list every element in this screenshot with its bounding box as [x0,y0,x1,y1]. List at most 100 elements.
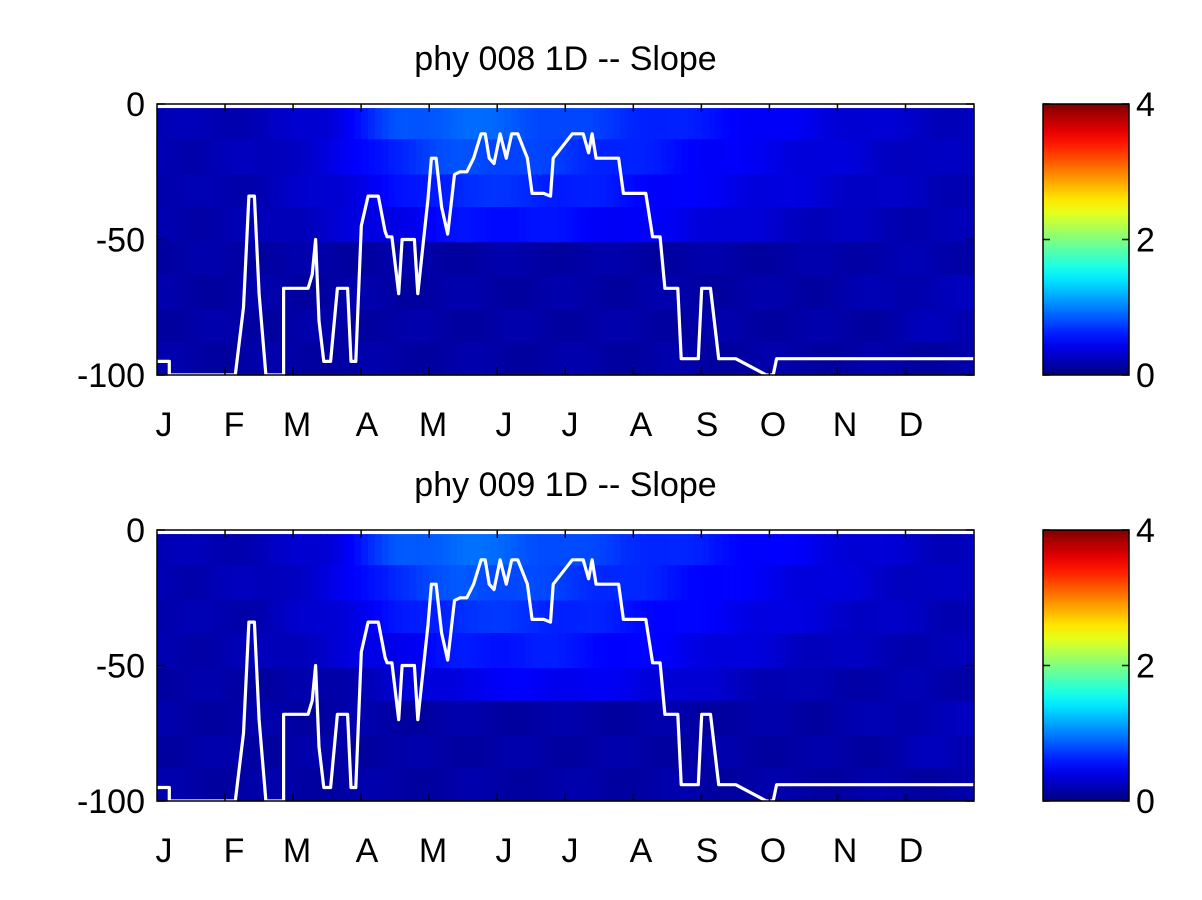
heatmap-cell [878,565,887,602]
heatmap-cell [252,565,260,602]
heatmap-cell [701,342,710,376]
heatmap-cell [313,174,321,208]
heatmap-cell [817,600,825,634]
heatmap-cell [585,206,594,243]
heatmap-cell [490,668,499,702]
heatmap-cell [436,768,444,802]
heatmap-cell [633,342,641,376]
heatmap-cell [592,242,601,276]
heatmap-cell [456,768,464,802]
heatmap-cell [511,174,519,208]
heatmap-cell [946,108,955,140]
heatmap-cell [197,534,206,566]
heatmap-cell [810,735,819,770]
heatmap-cell [395,632,403,669]
heatmap-cell [238,274,247,311]
heatmap-cell [905,565,914,602]
heatmap-cell [681,565,689,602]
heatmap-cell [265,534,274,566]
heatmap-cell [939,274,948,311]
heatmap-cell [946,565,955,602]
heatmap-cell [783,139,791,176]
heatmap-cell [531,309,539,344]
heatmap-cell [361,668,369,702]
heatmap-cell [803,632,812,669]
heatmap-cell [967,668,975,702]
heatmap-cell [926,735,934,770]
heatmap-cell [783,309,791,344]
heatmap-cell [667,700,676,737]
heatmap-cell [681,139,689,176]
heatmap-cell [899,632,907,669]
heatmap-cell [790,632,798,669]
heatmap-cell [395,174,403,208]
heatmap-cell [667,534,676,566]
heatmap-cell [456,534,464,566]
heatmap-cell [912,534,921,566]
heatmap-cell [347,242,356,276]
heatmap-cell [265,206,274,243]
heatmap-cell [388,206,396,243]
heatmap-cell [279,139,287,176]
heatmap-cell [517,735,526,770]
heatmap-cell [299,565,308,602]
heatmap-cell [756,274,764,311]
heatmap-cell [946,668,955,702]
heatmap-cell [504,600,512,634]
heatmap-cell [225,108,233,140]
heatmap-cell [572,565,580,602]
heatmap-cell [218,768,226,802]
heatmap-cell [803,274,812,311]
heatmap-cell [660,700,669,737]
heatmap-cell [347,668,356,702]
heatmap-cell [511,309,519,344]
heatmap-cell [313,565,321,602]
heatmap-cell [701,309,710,344]
x-tick-label: J [156,832,173,870]
x-tick-label: S [696,406,719,444]
heatmap-cell [926,600,934,634]
heatmap-cell [885,206,893,243]
y-tick-label: -100 [77,357,145,395]
heatmap-cell [824,309,832,344]
heatmap-cell [640,309,648,344]
heatmap-cell [225,534,233,566]
heatmap-cell [245,174,253,208]
heatmap-cell [415,242,424,276]
heatmap-cell [538,600,546,634]
heatmap-cell [368,342,376,376]
heatmap-cell [422,700,430,737]
x-tick-label: A [356,832,379,870]
heatmap-cell [422,735,430,770]
heatmap-cell [735,565,744,602]
heatmap-cell [654,174,662,208]
heatmap-cell [817,565,825,602]
heatmap-cell [728,274,737,311]
heatmap-cell [878,600,887,634]
heatmap-cell [545,668,553,702]
heatmap-cell [654,206,662,243]
heatmap-cell [531,565,539,602]
heatmap-cell [619,206,628,243]
heatmap-cell [776,735,784,770]
heatmap-cell [633,174,641,208]
heatmap-cell [844,206,853,243]
heatmap-cell [259,565,267,602]
heatmap-cell [912,600,921,634]
heatmap-cell [592,342,601,376]
heatmap-cell [218,534,226,566]
heatmap-cell [967,700,975,737]
heatmap-cell [558,242,567,276]
heatmap-cell [640,139,648,176]
heatmap-cell [735,700,744,737]
heatmap-cell [211,206,219,243]
heatmap-cell [796,242,805,276]
heatmap-cell [197,342,206,376]
heatmap-cell [415,206,424,243]
heatmap-cell [538,632,546,669]
heatmap-cell [442,600,451,634]
heatmap-cell [381,700,390,737]
heatmap-cell [402,735,410,770]
heatmap-cell [545,768,553,802]
heatmap-cell [654,735,662,770]
